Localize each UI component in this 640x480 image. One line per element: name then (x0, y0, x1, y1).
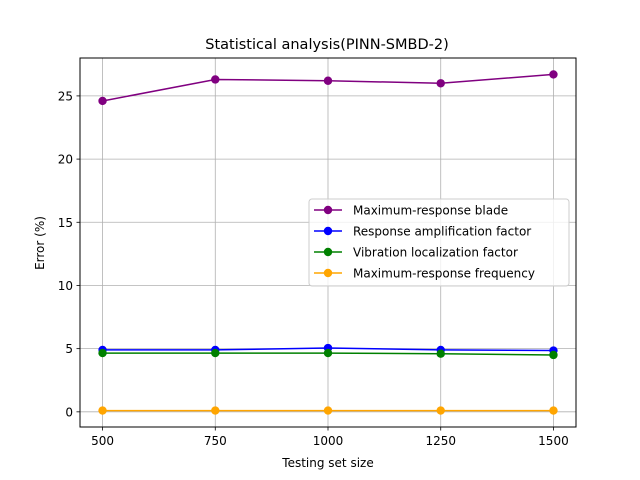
data-point (211, 406, 220, 415)
x-axis-label: Testing set size (281, 456, 373, 470)
data-point (211, 75, 220, 84)
x-tick-label: 500 (91, 434, 114, 448)
y-tick-label: 15 (58, 216, 73, 230)
legend-label: Maximum-response frequency (353, 267, 535, 281)
legend-swatch-marker (323, 268, 333, 278)
x-axis: 500 750 1000 1250 1500 (91, 427, 569, 448)
y-axis: 0 5 10 15 20 25 (58, 89, 80, 419)
legend-swatch-marker (323, 226, 333, 236)
y-tick-label: 25 (58, 89, 73, 103)
x-tick-label: 1500 (538, 434, 569, 448)
legend-label: Vibration localization factor (353, 246, 518, 260)
legend-label: Response amplification factor (353, 225, 531, 239)
data-point (98, 348, 107, 358)
data-point (549, 70, 558, 79)
data-point (549, 406, 558, 415)
legend-item: Vibration localization factor (314, 246, 518, 260)
series-2 (98, 348, 558, 360)
legend-item: Maximum-response frequency (314, 267, 535, 281)
legend-label: Maximum-response blade (353, 204, 508, 218)
chart-title: Statistical analysis(PINN-SMBD-2) (205, 37, 449, 53)
data-point (436, 406, 445, 415)
data-point (211, 348, 220, 358)
y-tick-label: 20 (58, 153, 73, 167)
data-point (323, 348, 333, 358)
y-tick-label: 5 (65, 342, 73, 356)
series-3 (98, 406, 558, 415)
y-axis-label: Error (%) (33, 216, 47, 270)
data-point (323, 76, 333, 85)
series-0 (98, 70, 558, 106)
y-tick-label: 10 (58, 279, 73, 293)
legend-item: Response amplification factor (314, 225, 531, 239)
data-point (323, 406, 333, 415)
x-tick-label: 1250 (425, 434, 456, 448)
data-point (436, 349, 445, 358)
data-point (98, 96, 107, 106)
legend: Maximum-response blade Response amplifica… (308, 198, 570, 287)
data-point (549, 350, 558, 360)
legend-box (308, 198, 570, 287)
data-point (436, 79, 445, 88)
x-tick-label: 750 (204, 434, 227, 448)
x-tick-label: 1000 (313, 434, 344, 448)
legend-swatch-marker (323, 205, 333, 215)
data-point (98, 406, 107, 415)
legend-item: Maximum-response blade (314, 204, 508, 218)
series-layer (98, 70, 558, 415)
y-tick-label: 0 (65, 405, 73, 419)
legend-swatch-marker (323, 247, 333, 257)
